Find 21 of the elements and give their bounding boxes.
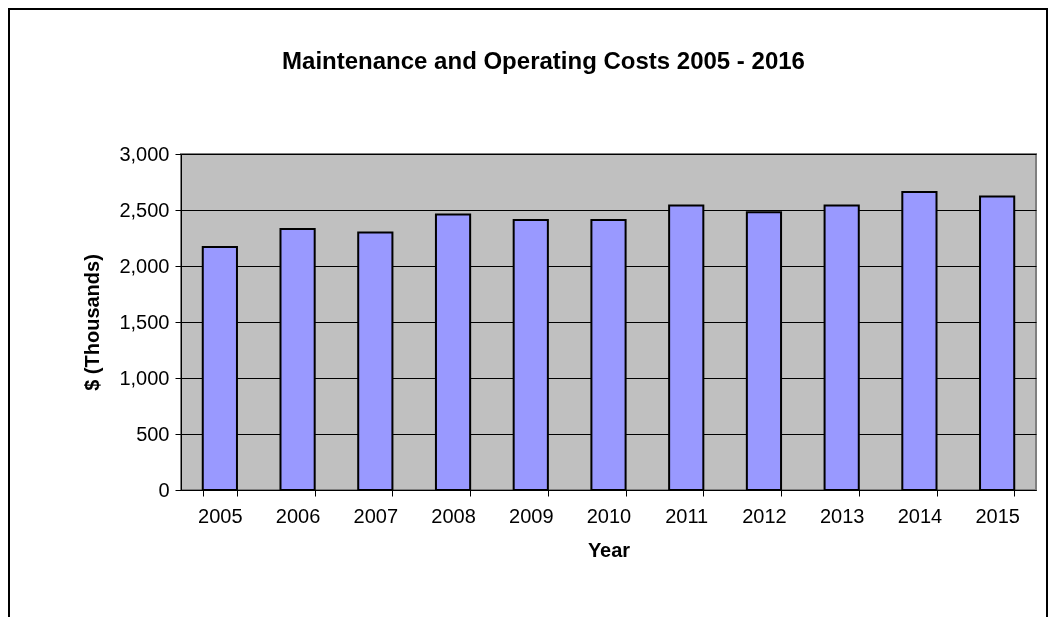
y-axis-title: $ (Thousands) (81, 254, 104, 391)
y-tick-label: 3,000 (119, 142, 170, 165)
x-tick-label: 2013 (819, 504, 865, 527)
x-tick-label: 2015 (975, 504, 1020, 527)
y-tick-label: 0 (158, 478, 170, 501)
x-tick-label: 2012 (742, 504, 787, 527)
x-tick-label: 2014 (897, 504, 943, 527)
chart-title: Maintenance and Operating Costs 2005 - 2016 (282, 47, 805, 74)
x-axis-title: Year (587, 538, 631, 561)
x-tick-label: 2010 (586, 504, 632, 527)
y-tick-label: 1,000 (119, 366, 170, 389)
y-tick-label: 1,500 (119, 310, 170, 333)
x-tick-label: 2008 (431, 504, 476, 527)
x-tick-label: 2006 (275, 504, 321, 527)
y-tick-label: 2,500 (119, 198, 170, 221)
x-tick-label: 2011 (665, 504, 709, 527)
y-tick-label: 500 (136, 422, 170, 445)
x-tick-label: 2007 (353, 504, 399, 527)
y-tick-label: 2,000 (119, 254, 170, 277)
x-tick-label: 2005 (198, 504, 243, 527)
x-tick-label: 2009 (509, 504, 554, 527)
